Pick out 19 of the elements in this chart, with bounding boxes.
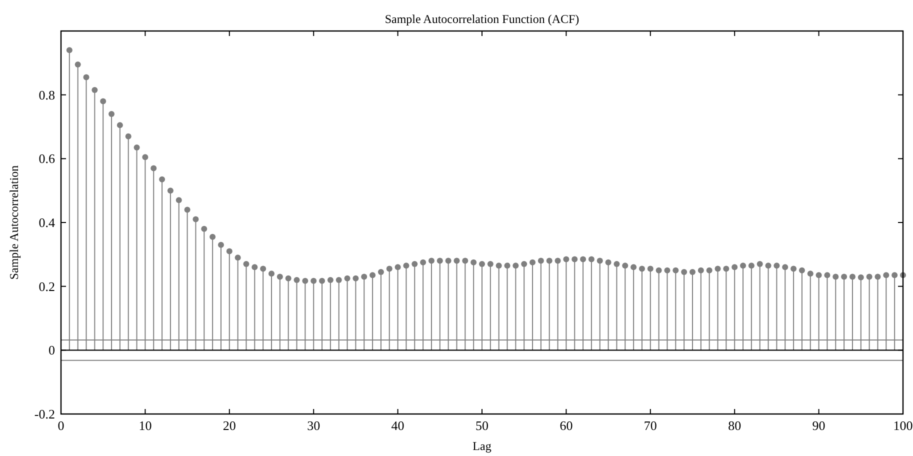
x-tick-label: 10 <box>138 418 152 433</box>
y-tick-label: -0.2 <box>34 406 55 422</box>
x-tick-label: 60 <box>560 418 573 433</box>
x-tick-label: 40 <box>391 418 404 433</box>
x-tick-label: 80 <box>728 418 742 433</box>
x-tick-label: 50 <box>476 418 488 433</box>
y-tick-label: 0.6 <box>38 151 56 166</box>
chart-title: Sample Autocorrelation Function (ACF) <box>384 12 580 26</box>
y-tick-label: 0.2 <box>38 278 55 294</box>
y-axis-title: Sample Autocorrelation <box>7 165 21 280</box>
x-tick-label: 100 <box>893 418 913 433</box>
x-tick-label: 70 <box>644 418 657 433</box>
x-axis-title: Lag <box>472 439 492 453</box>
y-tick-label: 0 <box>48 342 55 358</box>
y-tick-label: 0.4 <box>38 215 56 230</box>
y-tick-label: 0.8 <box>38 87 55 102</box>
x-tick-label: 90 <box>812 418 826 433</box>
x-tick-label: 30 <box>307 418 320 433</box>
x-tick-label: 20 <box>222 418 236 433</box>
